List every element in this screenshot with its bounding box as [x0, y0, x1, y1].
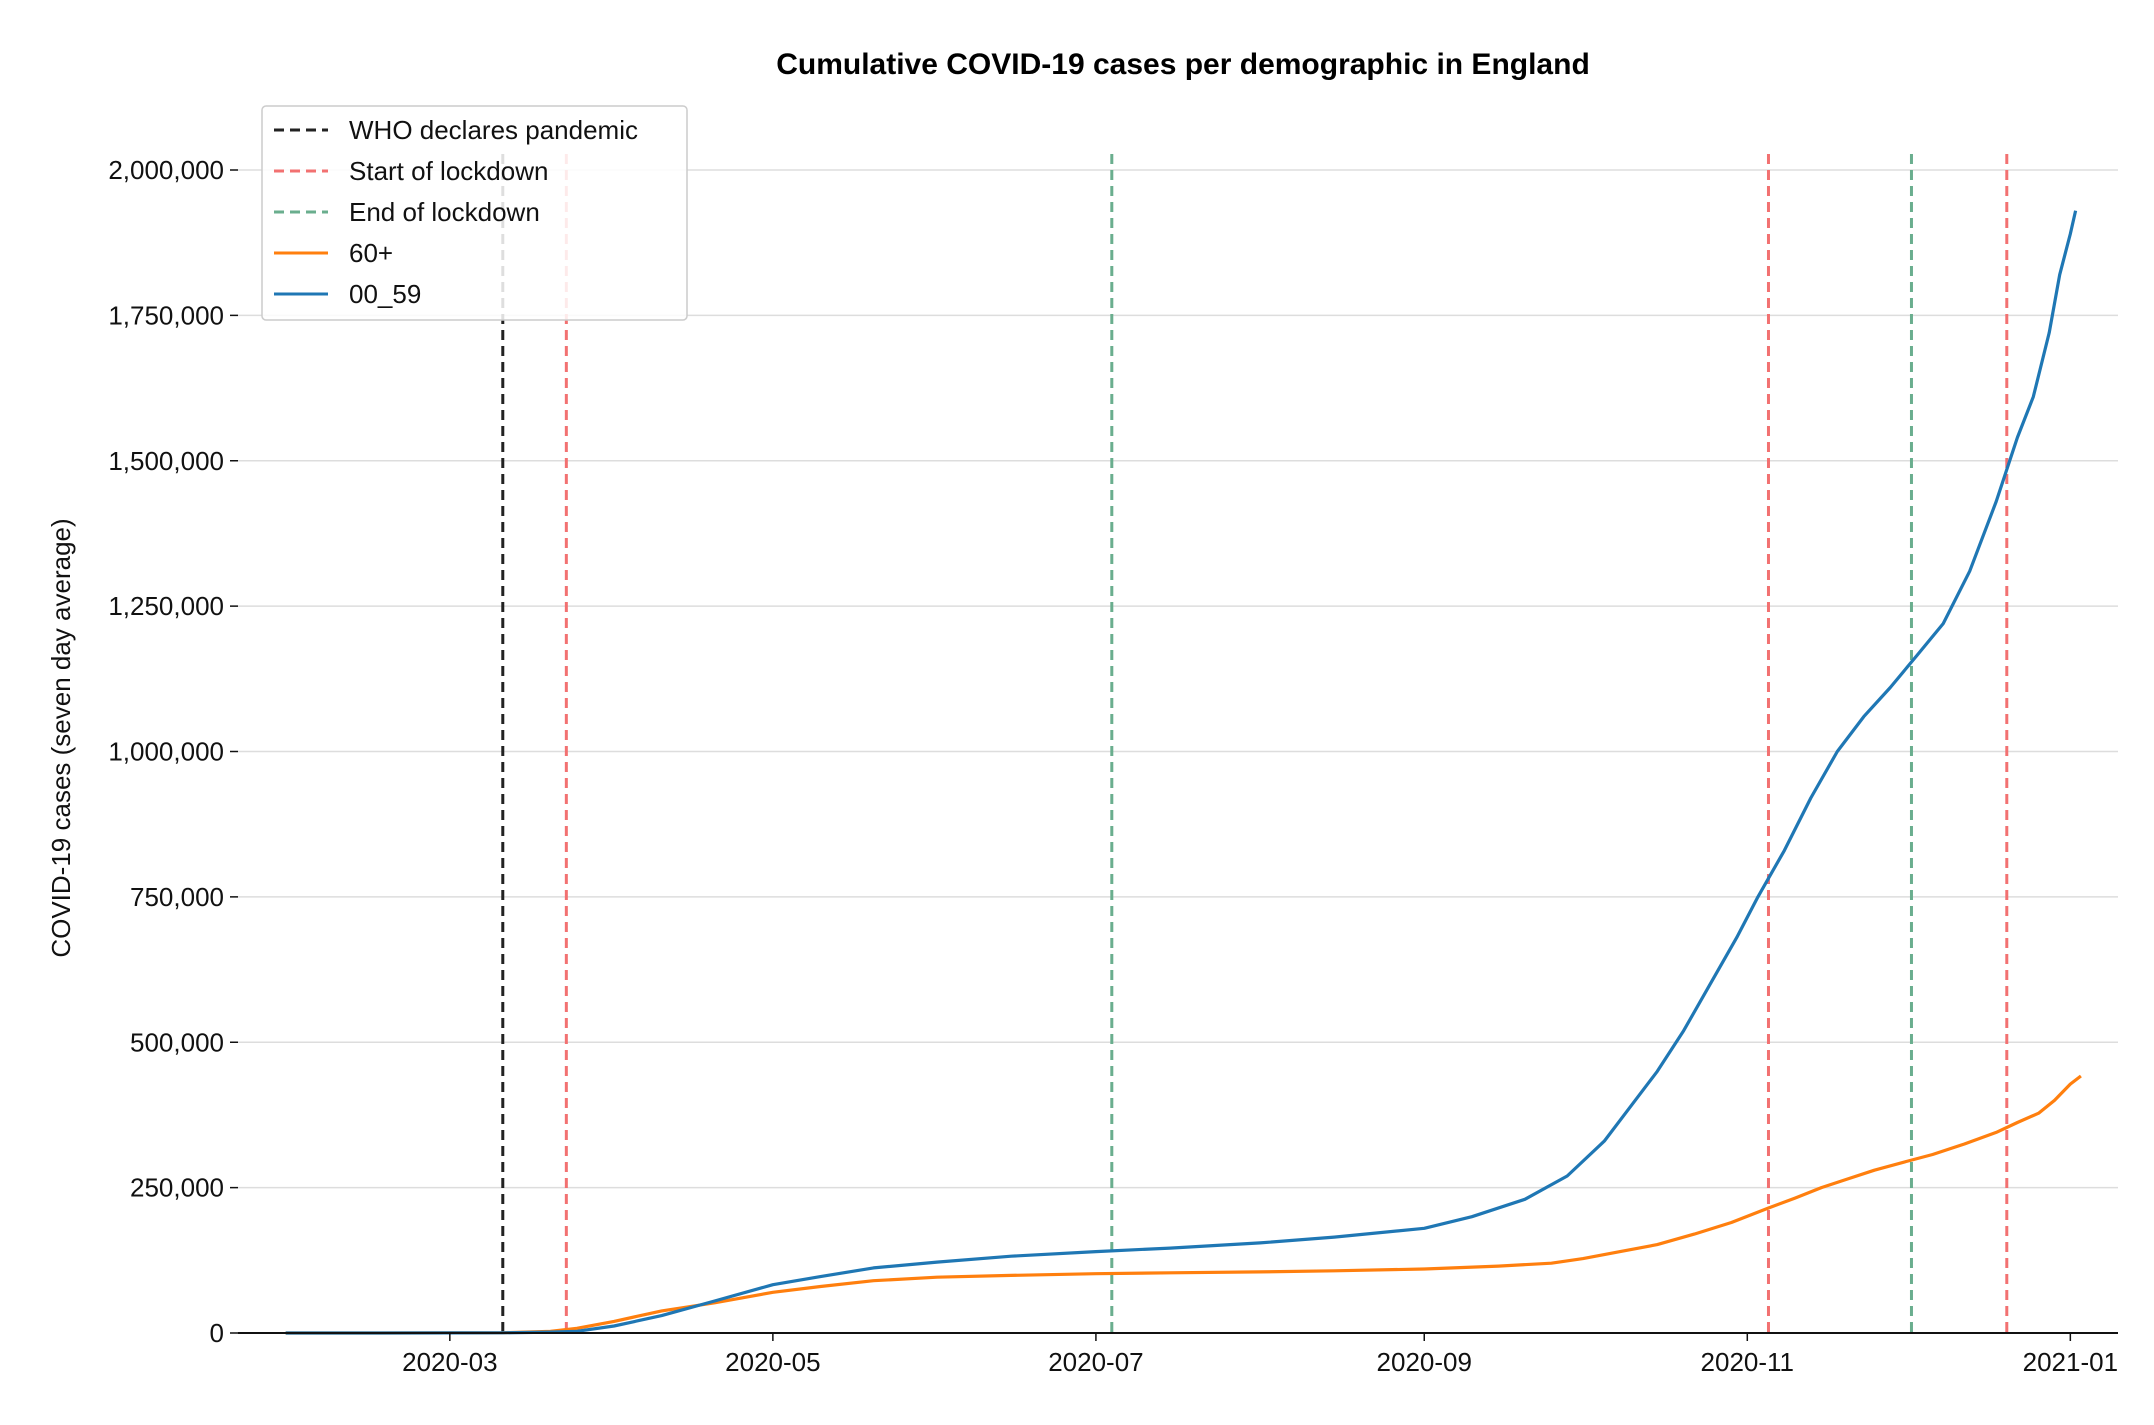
legend-label: 60+: [349, 238, 393, 268]
x-tick-label: 2020-03: [402, 1347, 497, 1377]
legend-label: Start of lockdown: [349, 156, 548, 186]
x-tick-label: 2020-05: [725, 1347, 820, 1377]
legend-label: WHO declares pandemic: [349, 115, 638, 145]
y-tick-label: 0: [210, 1318, 224, 1348]
y-tick-label: 500,000: [130, 1027, 224, 1057]
chart-title: Cumulative COVID-19 cases per demographi…: [776, 48, 1590, 81]
legend-label: 00_59: [349, 279, 421, 309]
grid-lines: [238, 169, 2118, 1189]
reference-lines: [501, 154, 2009, 1333]
y-tick-label: 1,250,000: [108, 591, 224, 621]
x-tick-label: 2020-07: [1048, 1347, 1143, 1377]
y-tick-label: 1,000,000: [108, 737, 224, 767]
x-tick-label: 2021-01: [2023, 1347, 2118, 1377]
y-tick-label: 1,750,000: [108, 300, 224, 330]
x-tick-label: 2020-09: [1377, 1347, 1472, 1377]
series-line: [285, 210, 2078, 1335]
series-line: [285, 1074, 2082, 1335]
axes: 0 250,000 500,000 750,000 1,000,000 1,250,000…: [108, 155, 2118, 1377]
y-tick-label: 250,000: [130, 1173, 224, 1203]
legend-box: [261, 105, 688, 321]
legend: WHO declares pandemic Start of lockdown En…: [261, 105, 688, 321]
y-tick-label: 750,000: [130, 882, 224, 912]
data-series: [285, 210, 2082, 1335]
y-axis-label: COVID-19 cases (seven day average): [46, 518, 76, 957]
y-tick-label: 1,500,000: [108, 446, 224, 476]
y-tick-label: 2,000,000: [108, 155, 224, 185]
legend-label: End of lockdown: [349, 197, 540, 227]
x-tick-label: 2020-11: [1701, 1347, 1795, 1377]
